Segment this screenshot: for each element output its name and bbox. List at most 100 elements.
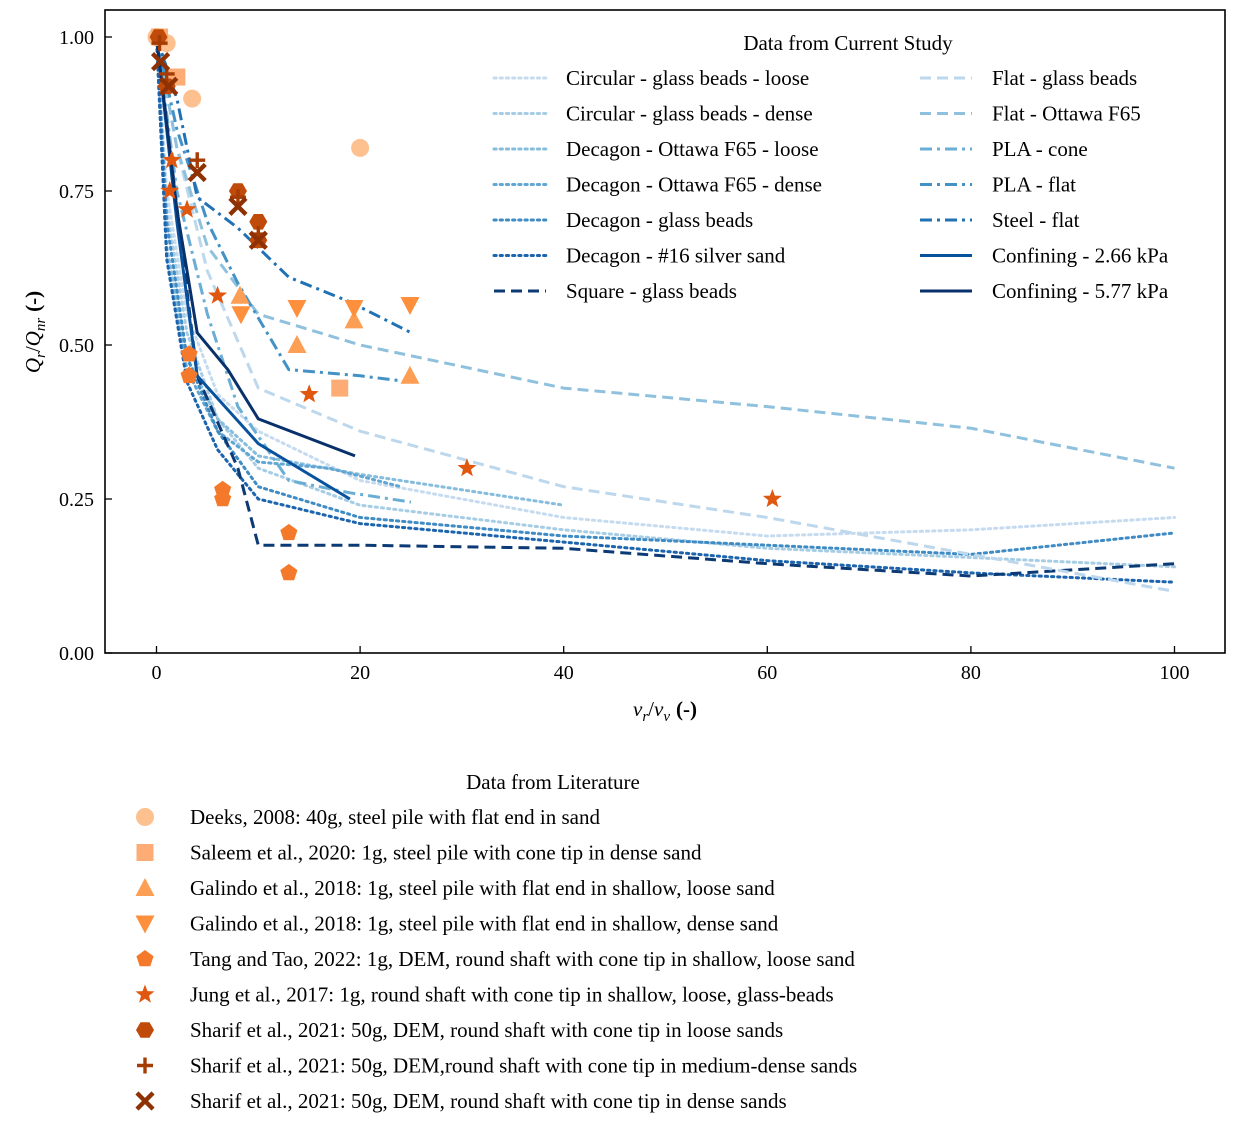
data-point-star [177, 199, 197, 218]
legend-label: Tang and Tao, 2022: 1g, DEM, round shaft… [190, 947, 855, 971]
legend-literature: Deeks, 2008: 40g, steel pile with flat e… [135, 805, 857, 1113]
legend-label: PLA - flat [992, 173, 1076, 197]
legend-entry: PLA - flat [920, 173, 1076, 197]
series-line-circular-glass-beads-dense [155, 35, 1176, 569]
legend-label: Flat - glass beads [992, 66, 1137, 90]
series-line-pla-flat [155, 36, 412, 384]
data-point-circle [183, 89, 202, 108]
data-point-pentagon [180, 345, 198, 362]
data-point-star [762, 489, 782, 508]
data-point-pentagon [214, 480, 232, 498]
data-point-circle [351, 138, 370, 157]
data-point-star [457, 458, 477, 477]
legend-label: Square - glass beads [566, 279, 737, 303]
series-line-flat-ottawa-f65 [155, 36, 1175, 470]
series-line-confining-5-77-kpa [155, 36, 356, 458]
legend-entry: Decagon - Ottawa F65 - loose [492, 137, 819, 161]
data-point-star [299, 384, 319, 403]
legend-entry: Saleem et al., 2020: 1g, steel pile with… [136, 841, 702, 865]
data-point-star [208, 285, 228, 304]
data-point-x [248, 230, 268, 250]
legend-label: Circular - glass beads - loose [566, 66, 809, 90]
data-point-triangle-up [344, 310, 364, 329]
data-point-pentagon [280, 523, 298, 541]
series-line-square-glass-beads [155, 36, 1175, 578]
legend-entry: Flat - Ottawa F65 [920, 102, 1141, 126]
legend-marker-triangle-down [135, 915, 155, 934]
legend-label: Steel - flat [992, 208, 1080, 232]
legend-label: Flat - Ottawa F65 [992, 102, 1141, 126]
series-line-pla-cone [155, 36, 412, 504]
legend-label: Galindo et al., 2018: 1g, steel pile wit… [190, 912, 779, 936]
data-point-triangle-up [287, 335, 307, 353]
legend-entry: Circular - glass beads - loose [492, 66, 809, 90]
data-point-triangle-up [230, 285, 250, 304]
y-tick-label: 0.00 [59, 643, 94, 665]
legend-label: PLA - cone [992, 137, 1088, 161]
y-tick-label: 0.75 [59, 181, 94, 203]
data-point-triangle-down [400, 296, 420, 315]
y-tick-label: 0.50 [59, 335, 94, 357]
legend-entry: PLA - cone [920, 137, 1088, 161]
legend-marker-circle [136, 808, 154, 826]
legend-label: Deeks, 2008: 40g, steel pile with flat e… [190, 805, 601, 829]
data-point-square [331, 379, 349, 397]
legend-entry: Flat - glass beads [920, 66, 1137, 90]
data-point-triangle-down [231, 306, 251, 325]
legend-entry: Tang and Tao, 2022: 1g, DEM, round shaft… [136, 947, 855, 971]
legend-label: Sharif et al., 2021: 50g, DEM, round sha… [190, 1089, 787, 1113]
data-point-hexagon [249, 214, 268, 230]
y-tick-label: 1.00 [59, 27, 94, 49]
x-tick-label: 20 [350, 662, 370, 684]
data-point-pentagon [180, 366, 198, 384]
data-point-plus [229, 189, 246, 206]
y-tick-label: 0.25 [59, 489, 94, 511]
data-point-triangle-down [344, 300, 364, 319]
legend-marker-star [135, 984, 155, 1003]
legend-entry: Sharif et al., 2021: 50g, DEM, round sha… [135, 1089, 787, 1113]
x-tick-label: 0 [152, 662, 162, 684]
axis-ticks: 0 20 40 60 80 100 0.00 0.25 0.50 0.75 1.00 [59, 27, 1190, 684]
series-line-circular-glass-beads-loose [155, 35, 1176, 538]
legend-marker-pentagon [136, 950, 154, 967]
series-line-decagon-ottawa-f65-loose [155, 35, 566, 507]
y-axis-label: Qr/Qnr(-) [21, 291, 49, 373]
legend-marker-square [136, 844, 154, 861]
legend-entry: Circular - glass beads - dense [492, 102, 813, 126]
legend-marker-plus [137, 1057, 153, 1074]
legend-entry: Decagon - glass beads [492, 208, 753, 232]
legend-entry: Sharif et al., 2021: 50g, DEM,round shaf… [137, 1054, 857, 1078]
legend-marker-x [135, 1091, 155, 1111]
legend-entry: Steel - flat [920, 208, 1080, 232]
legend-label: Decagon - Ottawa F65 - loose [566, 137, 819, 161]
legend-entry: Decagon - #16 silver sand [492, 244, 786, 268]
data-point-x [159, 76, 179, 96]
data-point-triangle-up [400, 365, 420, 384]
series-line-decagon-glass-beads [155, 35, 1176, 556]
x-tick-label: 100 [1160, 662, 1190, 684]
series-line-flat-glass-beads [155, 36, 1175, 593]
legend-label: Decagon - glass beads [566, 208, 753, 232]
legend-entry: Galindo et al., 2018: 1g, steel pile wit… [135, 912, 779, 936]
legend-label: Circular - glass beads - dense [566, 102, 813, 126]
legend-entry: Decagon - Ottawa F65 - dense [492, 173, 822, 197]
legend-label: Sharif et al., 2021: 50g, DEM, round sha… [190, 1018, 783, 1042]
legend-label: Sharif et al., 2021: 50g, DEM,round shaf… [190, 1054, 857, 1078]
x-axis-label: vr/vv (-) [633, 697, 697, 725]
data-point-star [160, 181, 180, 200]
data-point-x [187, 162, 207, 183]
legend-entry: Square - glass beads [494, 279, 737, 303]
legend-label: Decagon - #16 silver sand [566, 244, 786, 268]
data-point-pentagon [214, 490, 232, 507]
data-point-x [150, 52, 171, 72]
legend-label: Saleem et al., 2020: 1g, steel pile with… [190, 841, 702, 865]
legend-entry: Galindo et al., 2018: 1g, steel pile wit… [135, 876, 775, 900]
legend-entry: Sharif et al., 2021: 50g, DEM, round sha… [136, 1018, 783, 1042]
legend-current-study: Circular - glass beads - loose Circular -… [492, 66, 1169, 303]
series-line-decagon-16-silver-sand [155, 35, 1176, 584]
legend-entry: Deeks, 2008: 40g, steel pile with flat e… [136, 805, 601, 829]
x-tick-label: 80 [961, 662, 981, 684]
series-line-steel-flat [155, 36, 412, 335]
legend-label: Jung et al., 2017: 1g, round shaft with … [190, 983, 834, 1007]
